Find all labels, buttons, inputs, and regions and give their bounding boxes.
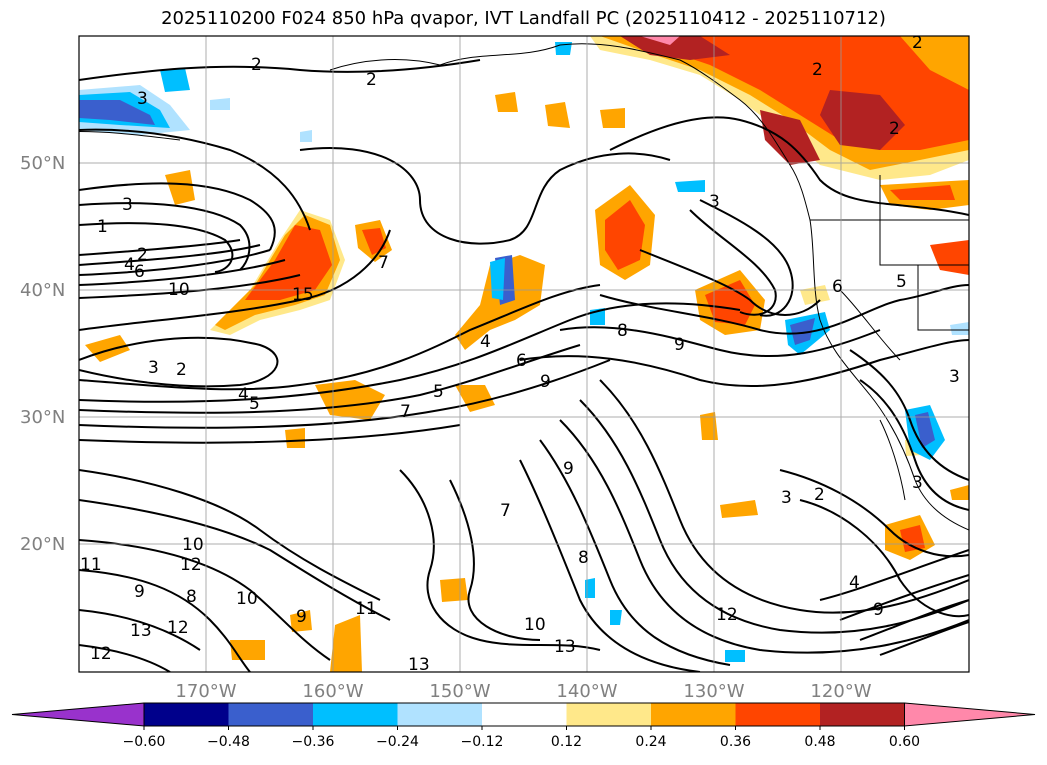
contour-label: 3 xyxy=(137,89,148,109)
contour-labels: 2 2 2 3 3 2 2 4 6 3 2 4 1 10 15 3 2 7 4 … xyxy=(80,33,960,675)
contour-label: 6 xyxy=(832,277,843,297)
colorbar-segment xyxy=(228,703,314,726)
colorbar-extend-high xyxy=(904,702,1036,727)
contour-label: 2 xyxy=(137,245,148,265)
lon-label-150w: 150°W xyxy=(429,681,490,702)
map-title: 2025110200 F024 850 hPa qvapor, IVT Land… xyxy=(161,8,886,29)
contour-label: 5 xyxy=(249,394,260,414)
lon-label-170w: 170°W xyxy=(175,681,236,702)
contour-label: 2 xyxy=(251,55,262,75)
colorbar-segment xyxy=(735,703,821,726)
contour-label: 3 xyxy=(709,192,720,212)
contour-label: 11 xyxy=(355,599,377,619)
contour-label: 6 xyxy=(134,262,145,282)
contour-label: 4 xyxy=(238,385,249,405)
colorbar-tick-label: 0.36 xyxy=(720,734,751,750)
contour-label: 15 xyxy=(292,285,314,305)
colorbar-tick-label: 0.12 xyxy=(551,734,582,750)
coastlines xyxy=(79,43,969,531)
contour-label: 3 xyxy=(949,367,960,387)
colorbar-segment xyxy=(482,703,567,726)
map-layers: 2 2 2 3 3 2 2 4 6 3 2 4 1 10 15 3 2 7 4 … xyxy=(79,33,969,675)
contour-label: 2 xyxy=(366,70,377,90)
contour-label: 7 xyxy=(378,253,389,273)
colorbar-segment xyxy=(651,703,736,726)
contour-label: 8 xyxy=(578,548,589,568)
colorbar-tick-label: 0.24 xyxy=(635,734,666,750)
colorbar-tick-label: −0.12 xyxy=(461,734,504,750)
contour-label: 3 xyxy=(912,473,923,493)
colorbar-segment xyxy=(820,703,905,726)
contour-label: 13 xyxy=(130,621,152,641)
contour-label: 9 xyxy=(540,372,551,392)
contour-label: 10 xyxy=(182,535,204,555)
colorbar-tick-label: −0.48 xyxy=(207,734,250,750)
lat-label-30n: 30°N xyxy=(20,407,65,428)
contour-label: 12 xyxy=(90,644,112,664)
contour-label: 2 xyxy=(814,485,825,505)
contour-label: 2 xyxy=(812,60,823,80)
contour-label: 7 xyxy=(500,501,511,521)
contour-label: 1 xyxy=(97,217,108,237)
contour-label: 3 xyxy=(781,488,792,508)
lat-label-20n: 20°N xyxy=(20,534,65,555)
contour-label: 9 xyxy=(674,335,685,355)
colorbar: −0.60 −0.48 −0.36 −0.24 −0.12 0.12 0.24 0.36 0.4… xyxy=(11,702,1036,750)
colorbar-tick-label: −0.36 xyxy=(292,734,335,750)
lon-label-140w: 140°W xyxy=(556,681,617,702)
contour-label: 2 xyxy=(912,33,923,53)
positive-anomaly-patches xyxy=(85,36,969,672)
lon-label-120w: 120°W xyxy=(810,681,871,702)
contour-label: 9 xyxy=(873,600,884,620)
contour-label: 9 xyxy=(296,607,307,627)
map-frame xyxy=(78,35,970,673)
contour-label: 13 xyxy=(554,637,576,657)
contour-label: 12 xyxy=(716,605,738,625)
lon-label-130w: 130°W xyxy=(683,681,744,702)
contour-label: 13 xyxy=(408,655,430,675)
colorbar-extend-low xyxy=(11,702,145,727)
colorbar-tick-label: −0.24 xyxy=(376,734,419,750)
colorbar-tick-label: 0.60 xyxy=(889,734,920,750)
contour-label: 10 xyxy=(524,615,546,635)
contour-label: 4 xyxy=(480,332,491,352)
colorbar-tick-label: 0.48 xyxy=(804,734,835,750)
lat-label-40n: 40°N xyxy=(20,280,65,301)
contour-label: 9 xyxy=(563,459,574,479)
colorbar-segment xyxy=(397,703,483,726)
contour-label: 5 xyxy=(896,272,907,292)
contour-label: 11 xyxy=(80,555,102,575)
colorbar-segment xyxy=(313,703,398,726)
contour-label: 4 xyxy=(124,255,135,275)
colorbar-outline xyxy=(143,702,905,727)
contour-label: 12 xyxy=(167,618,189,638)
colorbar-tick-label: −0.60 xyxy=(123,734,166,750)
gridlines xyxy=(79,36,969,672)
contour-label: 6 xyxy=(516,351,527,371)
contour-label: 10 xyxy=(236,589,258,609)
contour-label: 8 xyxy=(186,587,197,607)
contour-label: 4 xyxy=(849,573,860,593)
colorbar-segment xyxy=(566,703,652,726)
contour-label: 2 xyxy=(176,360,187,380)
contour-label: 2 xyxy=(889,119,900,139)
contour-label: 7 xyxy=(400,402,411,422)
contour-label: 12 xyxy=(180,555,202,575)
lon-label-160w: 160°W xyxy=(302,681,363,702)
contour-label: 3 xyxy=(122,195,133,215)
contour-label: 5 xyxy=(433,382,444,402)
contour-label: 3 xyxy=(148,358,159,378)
contour-label: 8 xyxy=(617,321,628,341)
colorbar-segment xyxy=(144,703,229,726)
ivt-contours xyxy=(79,59,969,672)
lat-label-50n: 50°N xyxy=(20,153,65,174)
contour-label: 10 xyxy=(168,280,190,300)
contour-label: 9 xyxy=(134,582,145,602)
